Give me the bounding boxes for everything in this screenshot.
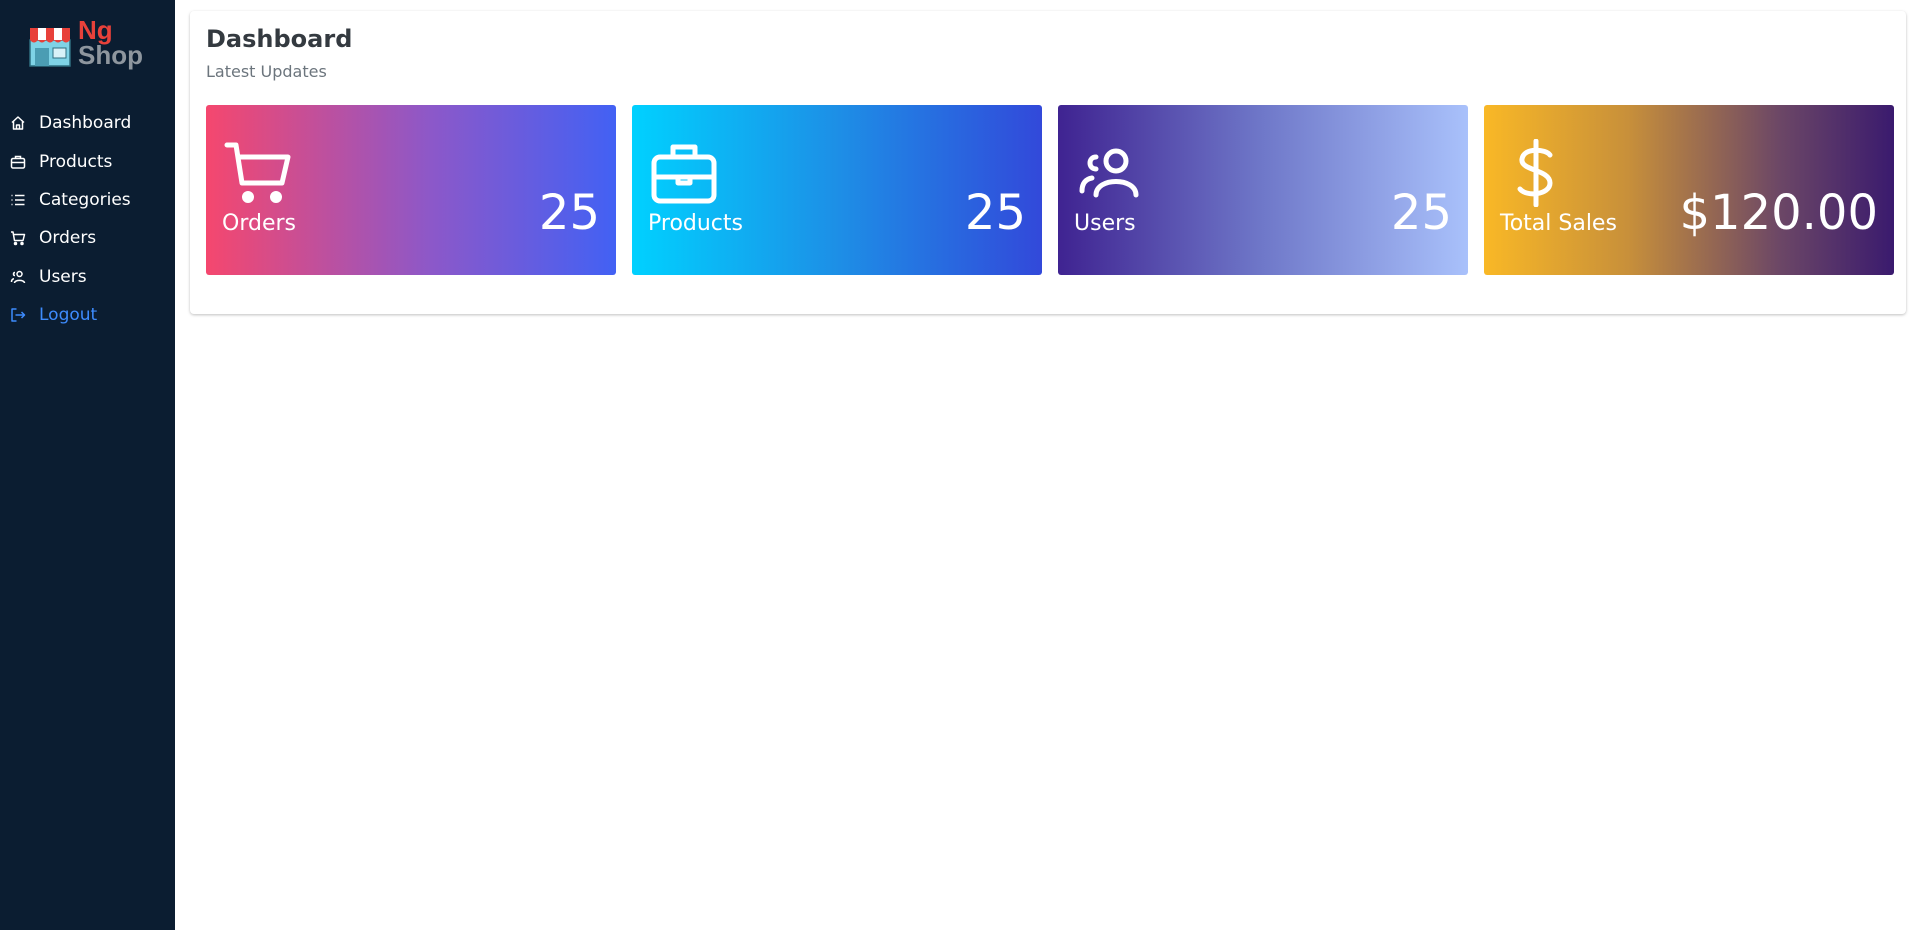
page-subtitle: Latest Updates bbox=[206, 62, 327, 81]
sidebar-item-label: Orders bbox=[39, 228, 97, 249]
dollar-icon bbox=[1517, 139, 1553, 207]
briefcase-icon bbox=[651, 144, 717, 204]
stat-card-products[interactable]: Products 25 bbox=[632, 105, 1042, 275]
briefcase-icon bbox=[9, 153, 27, 171]
stat-value: 25 bbox=[1390, 185, 1452, 241]
app-logo[interactable]: Ng Shop bbox=[26, 15, 156, 78]
stat-card-users[interactable]: Users 25 bbox=[1058, 105, 1468, 275]
sidebar-nav: Dashboard Products Categories bbox=[0, 104, 175, 334]
stat-label: Products bbox=[648, 211, 743, 236]
sidebar-item-label: Dashboard bbox=[39, 113, 132, 134]
sidebar-item-logout[interactable]: Logout bbox=[0, 296, 175, 334]
stat-value: 25 bbox=[538, 185, 600, 241]
logo-shop: Shop bbox=[78, 40, 143, 70]
stat-value: $120.00 bbox=[1679, 185, 1879, 241]
stat-card-total-sales[interactable]: Total Sales $120.00 bbox=[1484, 105, 1894, 275]
stats-row: Orders 25 Products 25 Users 25 bbox=[206, 105, 1894, 275]
logo-ng: Ng bbox=[78, 15, 113, 45]
home-icon bbox=[9, 114, 27, 132]
page-title: Dashboard bbox=[206, 25, 353, 53]
users-icon bbox=[1079, 148, 1139, 198]
sidebar-item-label: Users bbox=[39, 266, 87, 287]
sidebar-item-products[interactable]: Products bbox=[0, 142, 175, 180]
cart-icon bbox=[9, 229, 27, 247]
cart-icon bbox=[224, 142, 291, 203]
shop-icon bbox=[29, 28, 71, 67]
stat-label: Users bbox=[1074, 211, 1136, 236]
sidebar-item-categories[interactable]: Categories bbox=[0, 181, 175, 219]
logo-text: Ng Shop bbox=[78, 15, 143, 70]
sidebar-item-label: Logout bbox=[39, 305, 98, 326]
sidebar-item-orders[interactable]: Orders bbox=[0, 219, 175, 257]
sidebar-item-label: Categories bbox=[39, 189, 131, 210]
stat-label: Orders bbox=[222, 211, 296, 236]
sidebar-item-users[interactable]: Users bbox=[0, 258, 175, 296]
stat-card-orders[interactable]: Orders 25 bbox=[206, 105, 616, 275]
sidebar-item-label: Products bbox=[39, 151, 113, 172]
sidebar-item-dashboard[interactable]: Dashboard bbox=[0, 104, 175, 142]
sidebar: Ng Shop Dashboard Products bbox=[0, 0, 175, 930]
dashboard-panel: Dashboard Latest Updates Orders 25 Produ… bbox=[190, 11, 1906, 314]
list-icon bbox=[9, 191, 27, 209]
logout-icon bbox=[9, 306, 27, 324]
users-icon bbox=[9, 268, 27, 286]
stat-label: Total Sales bbox=[1500, 211, 1617, 236]
stat-value: 25 bbox=[964, 185, 1026, 241]
